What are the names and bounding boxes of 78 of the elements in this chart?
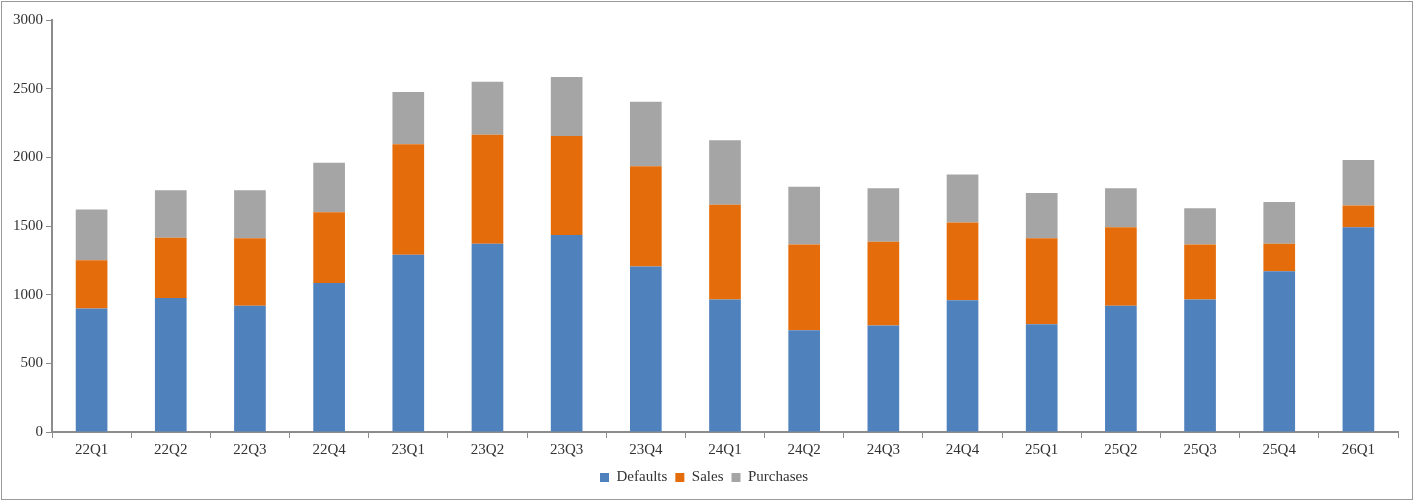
bar [313, 212, 345, 283]
bar [1025, 193, 1058, 239]
bar [234, 238, 266, 306]
bar [550, 76, 583, 137]
bar [709, 204, 741, 300]
bar [1184, 299, 1216, 432]
x-tick-label: 23Q3 [549, 440, 584, 457]
x-tick-label: 24Q4 [945, 440, 980, 457]
bar [154, 190, 187, 238]
legend-label: Defaults [616, 468, 668, 485]
x-tick-label: 22Q1 [74, 440, 109, 457]
bar [946, 222, 979, 301]
bar [1184, 244, 1216, 300]
x-tick-label: 24Q2 [787, 440, 821, 457]
bar [1025, 238, 1058, 325]
bar [392, 144, 425, 255]
bar [75, 308, 108, 432]
x-tick-label: 23Q1 [391, 440, 425, 457]
x-tick-label: 24Q3 [866, 440, 901, 457]
bar [709, 299, 741, 432]
bar [946, 300, 979, 432]
x-tick-label: 25Q3 [1183, 440, 1217, 457]
y-tick-label: 500 [20, 354, 43, 371]
x-tick-label: 23Q4 [629, 440, 663, 457]
x-tick-label: 22Q2 [154, 440, 188, 457]
bar [154, 298, 187, 432]
y-tick-label: 3000 [13, 10, 43, 27]
x-tick-label: 25Q1 [1025, 440, 1059, 457]
bar [709, 140, 741, 205]
bar [1263, 201, 1296, 244]
bar [1342, 227, 1375, 432]
y-tick-label: 2000 [13, 148, 43, 165]
y-tick-label: 1500 [13, 216, 43, 233]
bar [867, 325, 900, 432]
bar [550, 234, 583, 432]
bar [154, 237, 187, 299]
bar [946, 174, 979, 223]
bar [1342, 205, 1375, 228]
bar [392, 92, 425, 145]
bar [550, 136, 583, 235]
y-tick-label: 0 [35, 422, 43, 439]
y-tick-label: 2500 [13, 79, 43, 96]
bar [1342, 160, 1375, 206]
y-tick-label: 1000 [13, 285, 43, 302]
legend-label: Sales [691, 468, 724, 485]
bar [629, 166, 662, 267]
bar [1263, 271, 1296, 432]
bar [1184, 208, 1216, 245]
bar [1263, 243, 1296, 272]
bar [1025, 324, 1058, 432]
bar [788, 330, 821, 432]
x-tick-label: 22Q4 [312, 440, 347, 457]
bar [471, 243, 504, 432]
x-tick-label: 24Q1 [708, 440, 742, 457]
legend-label: Purchases [748, 468, 809, 485]
x-tick-label: 23Q2 [470, 440, 505, 457]
x-tick-label: 25Q4 [1262, 440, 1297, 457]
bar [629, 266, 662, 432]
bar [867, 241, 900, 326]
x-tick-label: 22Q3 [233, 440, 267, 457]
bar [75, 260, 108, 309]
bar [313, 282, 345, 432]
bar [75, 209, 108, 261]
bar [788, 186, 821, 245]
bar [867, 188, 900, 242]
bar [1105, 305, 1137, 432]
bar [629, 101, 662, 167]
bar [313, 162, 345, 213]
bar [471, 134, 504, 244]
bar [392, 254, 425, 432]
bar [234, 190, 266, 239]
x-tick-label: 25Q2 [1104, 440, 1138, 457]
bar [234, 305, 266, 432]
bar [1105, 227, 1137, 306]
bar [471, 81, 504, 135]
bar [788, 244, 821, 331]
x-tick-label: 26Q1 [1341, 440, 1376, 457]
bar [1105, 188, 1137, 228]
